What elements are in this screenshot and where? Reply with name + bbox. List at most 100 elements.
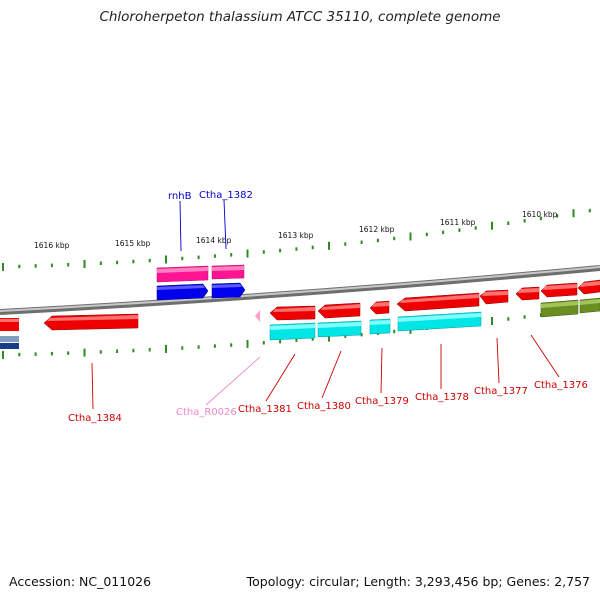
minor-tick: [132, 348, 135, 353]
label-ctha-1379[interactable]: Ctha_1379: [355, 396, 409, 407]
label-ctha-r0026[interactable]: Ctha_R0026: [176, 407, 237, 418]
major-tick: [246, 339, 249, 348]
minor-tick: [458, 228, 461, 232]
minor-tick: [197, 345, 200, 349]
minor-tick: [588, 208, 591, 213]
minor-tick: [360, 332, 363, 337]
minor-tick: [181, 256, 184, 261]
label-ctha-1382[interactable]: Ctha_1382: [199, 190, 253, 201]
minor-tick: [279, 339, 282, 344]
minor-tick: [507, 221, 510, 225]
minor-tick: [279, 248, 282, 253]
scale-label-1615: 1615 kbp: [115, 239, 151, 248]
label-ctha-1377[interactable]: Ctha_1377: [474, 386, 528, 397]
minor-tick: [556, 214, 559, 218]
major-tick: [409, 232, 412, 241]
tick-track-outer: [2, 208, 591, 271]
major-tick: [165, 344, 167, 353]
accession-label: Accession: NC_011026: [9, 574, 152, 589]
major-tick: [328, 333, 330, 342]
scale-label-1612: 1612 kbp: [359, 225, 395, 234]
cds-ctha-1381-shine: [270, 324, 315, 330]
genome-summary: Topology: circular; Length: 3,293,456 bp…: [246, 574, 590, 589]
minor-tick: [230, 343, 233, 347]
feature-olive-1-shine: [541, 301, 578, 308]
gene-ctha-1377-shine: [482, 291, 508, 296]
minor-tick: [99, 350, 102, 354]
major-tick: [83, 260, 86, 268]
minor-tick: [311, 245, 314, 250]
minor-tick: [116, 349, 119, 353]
gene-left-edge-shine: [0, 319, 19, 322]
minor-tick: [181, 346, 184, 350]
scale-labels: 1616 kbp 1615 kbp 1614 kbp 1613 kbp 1612…: [34, 210, 558, 250]
label-ctha-1380[interactable]: Ctha_1380: [297, 401, 351, 412]
gene-ctha-1376-shine: [543, 284, 577, 290]
minor-tick: [376, 238, 379, 243]
gene-ctha-1379-shine: [372, 302, 389, 307]
cds-left-edge-navy[interactable]: [0, 343, 19, 349]
minor-tick: [539, 216, 542, 221]
minor-tick: [132, 259, 135, 264]
minor-tick: [393, 236, 396, 241]
minor-tick: [197, 255, 200, 260]
major-tick: [165, 255, 167, 264]
minor-tick: [295, 338, 298, 342]
minor-tick: [262, 250, 265, 254]
scale-label-1610: 1610 kbp: [522, 210, 558, 219]
label-rnhB[interactable]: rnhB: [168, 191, 192, 202]
cds-ctha-1380-shine: [318, 322, 361, 328]
gene-ctha-1378-shine: [400, 294, 479, 303]
scale-label-1611: 1611 kbp: [440, 218, 476, 227]
label-ctha-1376[interactable]: Ctha_1376: [534, 380, 588, 391]
gene-small-red-shine: [518, 288, 539, 293]
minor-tick: [67, 263, 70, 267]
scale-label-1613: 1613 kbp: [278, 231, 314, 240]
minor-tick: [148, 348, 151, 352]
minor-tick: [67, 351, 70, 355]
cds-ctha-1379-shine: [370, 320, 390, 325]
outer-strand-features: [156, 264, 246, 301]
label-leaders: [91, 199, 560, 410]
gene-ctha-1380-shine: [321, 304, 360, 310]
minor-tick: [523, 315, 526, 319]
minor-tick: [230, 253, 233, 257]
gene-rnhB-outer-shine: [157, 267, 208, 273]
minor-tick: [425, 232, 428, 237]
minor-tick: [99, 261, 102, 265]
minor-tick: [393, 329, 396, 334]
cds-rnhB-shine: [157, 285, 205, 290]
genome-backbone: [0, 265, 600, 315]
minor-tick: [213, 254, 216, 258]
cds-ctha-1378-shine: [398, 313, 481, 322]
major-tick: [328, 241, 330, 250]
label-ctha-1378[interactable]: Ctha_1378: [415, 392, 469, 403]
minor-tick: [523, 219, 526, 223]
minor-tick: [116, 260, 119, 265]
minor-tick: [344, 242, 347, 246]
rrna-ctha-r0026[interactable]: [255, 310, 260, 322]
cds-left-edge-steel[interactable]: [0, 336, 19, 342]
minor-tick: [295, 247, 298, 251]
gene-labels: rnhB Ctha_1382 Ctha_1384 Ctha_R0026 Ctha…: [68, 190, 588, 424]
minor-tick: [213, 344, 216, 348]
minor-tick: [360, 240, 363, 244]
cds-ctha-1382-shine: [212, 284, 242, 288]
label-ctha-1384[interactable]: Ctha_1384: [68, 413, 122, 424]
major-tick: [572, 209, 575, 218]
minor-tick: [148, 258, 151, 263]
minor-tick: [50, 351, 53, 356]
major-tick: [491, 221, 493, 230]
label-ctha-1381[interactable]: Ctha_1381: [238, 404, 292, 415]
minor-tick: [442, 230, 445, 235]
minor-tick: [344, 334, 347, 338]
feature-olive-2-shine: [580, 299, 600, 305]
gene-ctha-1384-shine: [47, 315, 138, 321]
minor-tick: [18, 264, 21, 269]
scale-label-1616: 1616 kbp: [34, 241, 70, 250]
gene-right-edge-shine: [580, 281, 600, 287]
minor-tick: [18, 352, 21, 357]
major-tick: [2, 350, 4, 359]
major-tick: [83, 348, 86, 357]
scale-label-1614: 1614 kbp: [196, 236, 232, 245]
